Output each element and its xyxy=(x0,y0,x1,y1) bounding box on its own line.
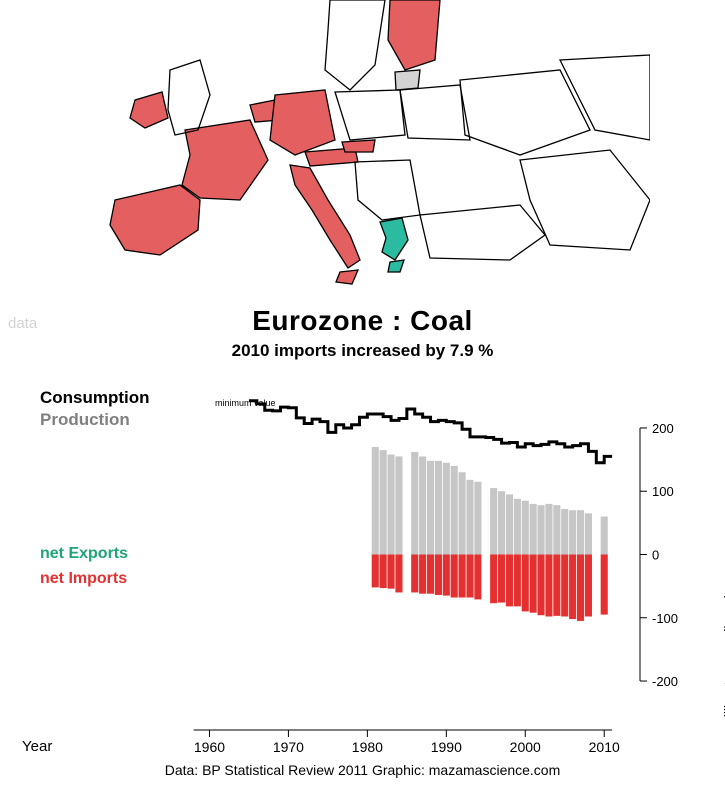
net-import-bar xyxy=(577,554,584,620)
map-country xyxy=(395,70,420,90)
production-bar xyxy=(490,488,497,554)
production-bar xyxy=(411,452,418,554)
net-import-bar xyxy=(506,554,513,606)
production-bar xyxy=(388,455,395,555)
net-import-bar xyxy=(451,554,458,597)
net-import-bar xyxy=(601,554,608,614)
net-import-bar xyxy=(490,554,497,603)
x-axis-label: Year xyxy=(22,738,52,755)
production-bar xyxy=(545,504,552,555)
net-import-bar xyxy=(372,554,379,587)
map-country xyxy=(380,218,408,260)
net-import-bar xyxy=(380,554,387,588)
map-country xyxy=(342,140,375,152)
y-tick-label: -100 xyxy=(652,611,678,626)
map-country xyxy=(110,185,200,255)
net-import-bar xyxy=(569,554,576,619)
map-country xyxy=(168,60,210,135)
net-import-bar xyxy=(530,554,537,612)
chart-title: Eurozone : Coal xyxy=(0,305,725,337)
y-tick-label: -200 xyxy=(652,674,678,689)
europe-map xyxy=(90,0,650,300)
map-country xyxy=(336,270,358,284)
map-country xyxy=(335,90,405,140)
production-bar xyxy=(395,456,402,554)
production-bar xyxy=(474,482,481,555)
coal-chart: 1960 1970 1980 1990 2000 2010 -200 -100 0 100 200 xyxy=(0,380,725,760)
production-bar xyxy=(380,450,387,554)
title-block: Eurozone : Coal 2010 imports increased b… xyxy=(0,305,725,361)
x-tick-label: 1960 xyxy=(194,739,225,755)
production-bar xyxy=(498,491,505,554)
production-bar xyxy=(435,461,442,555)
y-tick-label: 100 xyxy=(652,484,674,499)
map-country xyxy=(400,85,470,140)
net-import-bar xyxy=(538,554,545,615)
production-bar xyxy=(585,513,592,554)
footer-attribution: Data: BP Statistical Review 2011 Graphic… xyxy=(0,762,725,778)
net-import-bar xyxy=(466,554,473,597)
y-axis-label: million tonnes oil equiv. per year xyxy=(721,530,725,729)
map-country xyxy=(388,260,404,272)
net-import-bar xyxy=(514,554,521,606)
map-country xyxy=(290,165,360,268)
net-import-bar xyxy=(474,554,481,599)
chart-subtitle: 2010 imports increased by 7.9 % xyxy=(0,341,725,361)
production-bar xyxy=(514,499,521,555)
production-bar xyxy=(443,463,450,555)
production-bar xyxy=(577,510,584,554)
map-country xyxy=(460,70,590,155)
net-import-bar xyxy=(585,554,592,616)
y-tick-label: 200 xyxy=(652,421,674,436)
net-import-bar xyxy=(411,554,418,592)
x-tick-label: 2010 xyxy=(589,739,620,755)
net-import-bar xyxy=(561,554,568,616)
production-bar xyxy=(522,501,529,555)
net-import-bar xyxy=(553,554,560,615)
map-country xyxy=(420,205,545,260)
map-country xyxy=(388,0,440,70)
net-import-bar xyxy=(522,554,529,611)
net-import-bar xyxy=(435,554,442,594)
consumption-line xyxy=(249,401,612,463)
net-import-bar xyxy=(419,554,426,593)
y-tick-label: 0 xyxy=(652,547,659,562)
production-bar xyxy=(561,509,568,555)
x-tick-label: 1990 xyxy=(431,739,462,755)
production-bar xyxy=(530,504,537,555)
map-country xyxy=(355,160,420,220)
net-import-bar xyxy=(498,554,505,602)
production-bar xyxy=(419,456,426,554)
x-tick-label: 1970 xyxy=(273,739,304,755)
map-country xyxy=(130,92,168,128)
production-bar xyxy=(372,447,379,555)
map-country xyxy=(270,90,335,155)
net-import-bar xyxy=(443,554,450,595)
x-tick-label: 2000 xyxy=(510,739,541,755)
map-country xyxy=(182,120,268,200)
production-bar xyxy=(459,472,466,554)
net-import-bar xyxy=(459,554,466,597)
production-bar xyxy=(601,517,608,555)
net-import-bar xyxy=(427,554,434,593)
net-import-bar xyxy=(545,554,552,616)
map-country xyxy=(325,0,385,90)
map-country xyxy=(520,150,650,250)
net-import-bar xyxy=(388,554,395,588)
production-bar xyxy=(506,494,513,554)
production-bar xyxy=(569,510,576,554)
x-tick-label: 1980 xyxy=(352,739,383,755)
production-bar xyxy=(427,461,434,555)
production-bar xyxy=(538,505,545,554)
production-bar xyxy=(466,480,473,555)
production-bar xyxy=(553,505,560,554)
net-import-bar xyxy=(395,554,402,592)
production-bar xyxy=(451,466,458,555)
